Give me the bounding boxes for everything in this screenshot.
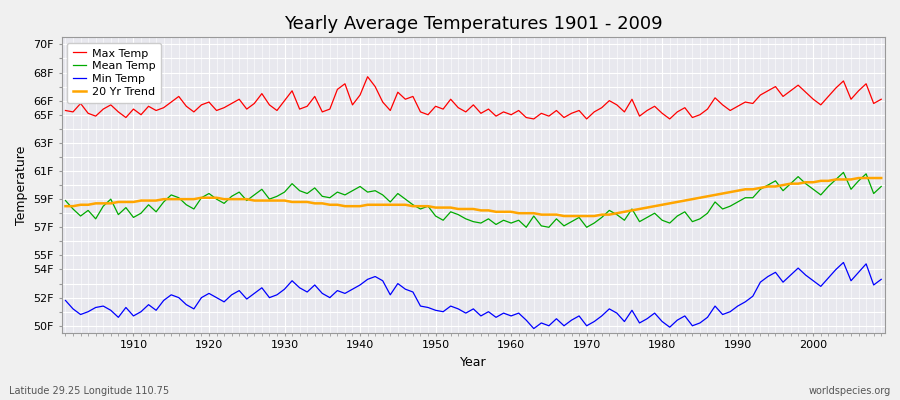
Min Temp — [876, 277, 886, 282]
Min Temp — [506, 314, 517, 318]
20 Yr Trend — [604, 212, 615, 217]
Title: Yearly Average Temperatures 1901 - 2009: Yearly Average Temperatures 1901 - 2009 — [284, 15, 662, 33]
Max Temp — [121, 115, 131, 120]
Mean Temp — [506, 221, 517, 226]
Mean Temp — [121, 205, 131, 210]
Min Temp — [121, 305, 131, 310]
Max Temp — [513, 108, 524, 113]
Min Temp — [838, 260, 849, 265]
Mean Temp — [287, 181, 298, 186]
Mean Temp — [521, 225, 532, 230]
Legend: Max Temp, Mean Temp, Min Temp, 20 Yr Trend: Max Temp, Mean Temp, Min Temp, 20 Yr Tre… — [68, 43, 161, 103]
Max Temp — [528, 116, 539, 121]
Max Temp — [287, 88, 298, 93]
Max Temp — [60, 108, 71, 113]
Line: Max Temp: Max Temp — [66, 77, 881, 119]
Mean Temp — [876, 184, 886, 189]
Min Temp — [287, 278, 298, 283]
20 Yr Trend — [121, 200, 131, 204]
20 Yr Trend — [876, 176, 886, 180]
Line: 20 Yr Trend: 20 Yr Trend — [66, 178, 881, 216]
20 Yr Trend — [853, 176, 864, 180]
20 Yr Trend — [60, 204, 71, 208]
20 Yr Trend — [559, 214, 570, 218]
Max Temp — [611, 102, 622, 107]
Min Temp — [604, 306, 615, 311]
Max Temp — [876, 97, 886, 102]
Mean Temp — [332, 190, 343, 194]
Line: Min Temp: Min Temp — [66, 262, 881, 328]
Mean Temp — [499, 218, 509, 223]
Min Temp — [499, 311, 509, 316]
Max Temp — [506, 112, 517, 117]
Y-axis label: Temperature: Temperature — [15, 145, 28, 225]
Min Temp — [60, 298, 71, 303]
Mean Temp — [838, 170, 849, 175]
X-axis label: Year: Year — [460, 356, 487, 369]
Text: worldspecies.org: worldspecies.org — [809, 386, 891, 396]
20 Yr Trend — [332, 202, 343, 207]
Min Temp — [528, 326, 539, 331]
Min Temp — [332, 288, 343, 293]
20 Yr Trend — [506, 210, 517, 214]
Line: Mean Temp: Mean Temp — [66, 172, 881, 227]
Max Temp — [332, 87, 343, 92]
Max Temp — [362, 74, 373, 79]
Text: Latitude 29.25 Longitude 110.75: Latitude 29.25 Longitude 110.75 — [9, 386, 169, 396]
Mean Temp — [604, 208, 615, 213]
20 Yr Trend — [499, 210, 509, 214]
20 Yr Trend — [287, 200, 298, 204]
Mean Temp — [60, 198, 71, 203]
